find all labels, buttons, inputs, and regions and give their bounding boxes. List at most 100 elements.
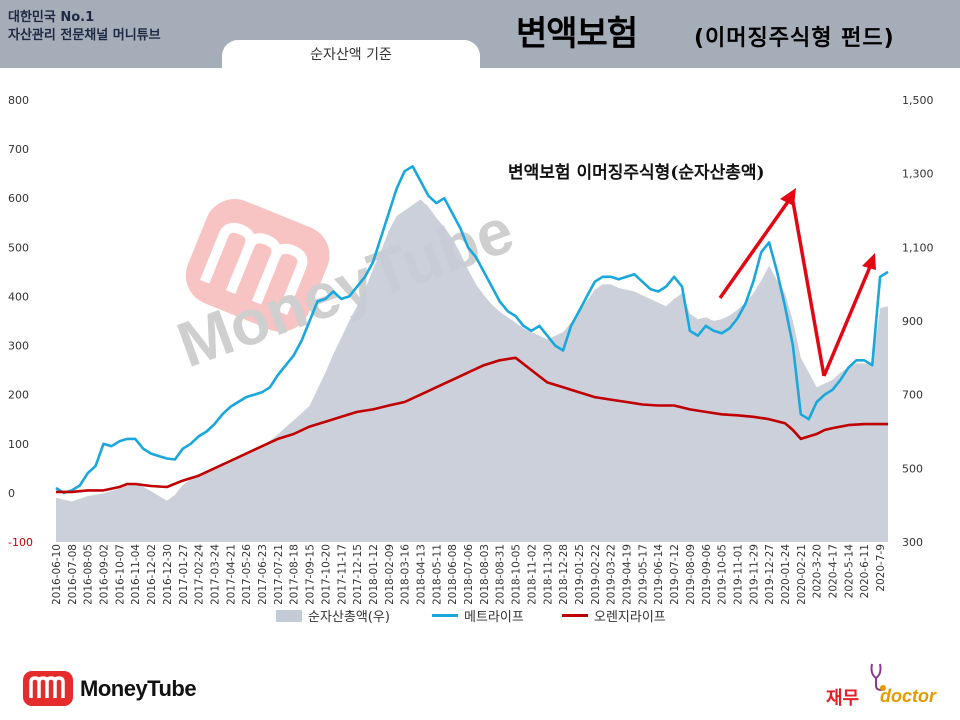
y-left-tick-label: 500 — [8, 241, 29, 254]
x-tick-label: 2020-4-17 — [828, 544, 840, 598]
x-tick-label: 2019-12-27 — [764, 544, 776, 604]
watermark-logo-mark — [200, 222, 308, 316]
legend-label-total: 순자산총액(우) — [308, 610, 390, 625]
y-left-tick-label: 100 — [8, 438, 29, 451]
x-tick-label: 2018-02-09 — [384, 544, 396, 604]
x-tick-label: 2019-09-06 — [701, 544, 713, 604]
x-tick-label: 2017-04-21 — [225, 544, 237, 604]
y-left-tick-label: 0 — [8, 487, 15, 500]
legend-item-orange: 오렌지라이프 — [562, 606, 666, 625]
x-tick-label: 2018-11-02 — [526, 544, 538, 604]
x-tick-label: 2019-08-09 — [685, 544, 697, 604]
x-tick-label: 2020-6-11 — [859, 544, 871, 598]
x-tick-label: 2019-10-05 — [717, 544, 729, 604]
x-tick-label: 2016-09-02 — [99, 544, 111, 604]
x-tick-label: 2018-03-16 — [400, 544, 412, 604]
x-tick-label: 2017-09-15 — [305, 544, 317, 604]
doctor-label: doctor — [880, 686, 936, 706]
x-tick-label: 2019-04-19 — [622, 544, 634, 604]
header-bar: 대한민국 No.1 자산관리 전문채널 머니튜브 변액보험 (이머징주식형 펀드… — [0, 0, 960, 68]
legend-swatch-total — [276, 609, 302, 622]
y-right-tick-label: 1,300 — [902, 168, 934, 181]
x-tick-label: 2016-11-04 — [130, 544, 142, 604]
x-tick-label: 2019-05-17 — [637, 544, 649, 604]
y-left-tick-label: -100 — [8, 536, 33, 549]
x-tick-label: 2018-01-12 — [368, 544, 380, 604]
y-left-tick-label: 300 — [8, 340, 29, 353]
x-tick-label: 2020-02-21 — [796, 544, 808, 604]
x-tick-label: 2019-03-22 — [606, 544, 618, 604]
watermark-logo-icon — [185, 199, 330, 332]
x-tick-label: 2018-11-30 — [542, 544, 554, 604]
x-tick-label: 2018-10-05 — [511, 544, 523, 604]
page-subtitle: (이머징주식형 펀드) — [694, 26, 895, 51]
series-line-orangelife — [56, 356, 888, 494]
chart-annotation: 변액보험 이머징주식형(순자산총액) — [508, 162, 765, 183]
stethoscope-icon — [870, 663, 886, 691]
x-tick-label: 2019-01-25 — [574, 544, 586, 604]
x-tick-label: 2020-01-24 — [780, 544, 792, 604]
trend-arrow-down — [790, 195, 826, 377]
trend-arrow-head-2 — [862, 253, 876, 270]
legend-label-orange: 오렌지라이프 — [594, 610, 666, 625]
x-tick-label: 2016-12-30 — [162, 544, 174, 604]
y-left-tick-label: 600 — [8, 192, 29, 205]
page-title: 변액보험 — [516, 14, 638, 54]
brand-line-2: 자산관리 전문채널 머니튜브 — [8, 28, 161, 43]
legend-label-metlife: 메트라이프 — [464, 610, 524, 625]
y-right-tick-label: 500 — [902, 462, 923, 475]
y-left-tick-label: 700 — [8, 143, 29, 156]
x-tick-label: 2020-5-14 — [843, 544, 855, 599]
x-tick-label: 2020-7-9 — [875, 544, 887, 592]
x-tick-label: 2016-07-08 — [67, 544, 79, 604]
brand-line-1: 대한민국 No.1 — [8, 10, 95, 25]
x-tick-label: 2018-07-06 — [463, 544, 475, 604]
jaemu-label: 재무 — [826, 688, 860, 709]
y-left-tick-label: 800 — [8, 94, 29, 107]
x-tick-label: 2017-12-15 — [352, 544, 364, 604]
watermark-logo-shape — [185, 199, 330, 332]
x-tick-label: 2016-10-07 — [114, 544, 126, 604]
x-tick-label: 2017-07-21 — [273, 544, 285, 604]
trend-arrow-up-1 — [718, 194, 794, 300]
y-right-tick-label: 700 — [902, 389, 923, 402]
x-tick-label: 2019-06-14 — [653, 544, 665, 604]
x-tick-label: 2017-05-26 — [241, 544, 253, 604]
x-tick-label: 2017-02-24 — [194, 544, 206, 604]
basis-tab[interactable]: 순자산액 기준 — [222, 40, 480, 72]
trend-arrow-up-2 — [822, 261, 874, 377]
footer-brand-name: MoneyTube — [80, 676, 197, 701]
x-tick-label: 2019-02-22 — [590, 544, 602, 604]
x-tick-label: 2018-08-03 — [479, 544, 491, 604]
x-tick-label: 2017-03-24 — [210, 544, 222, 604]
x-tick-label: 2017-01-27 — [178, 544, 190, 604]
x-tick-label: 2016-08-05 — [83, 544, 95, 604]
x-tick-label: 2017-08-18 — [289, 544, 301, 604]
y-right-tick-label: 1,500 — [902, 94, 934, 107]
legend-swatch-orange — [562, 614, 588, 617]
y-left-tick-label: 200 — [8, 389, 29, 402]
y-right-tick-label: 900 — [902, 315, 923, 328]
chart-area: MoneyTube-100010020030040050060070080030… — [8, 94, 934, 604]
x-tick-label: 2017-06-23 — [257, 544, 269, 604]
chart-legend: 순자산총액(우) 메트라이프 오렌지라이프 — [0, 606, 960, 628]
x-tick-label: 2019-11-01 — [732, 544, 744, 604]
x-tick-label: 2018-05-11 — [431, 544, 443, 604]
x-tick-label: 2016-12-02 — [146, 544, 158, 604]
legend-item-metlife: 메트라이프 — [432, 606, 524, 625]
y-right-tick-label: 1,100 — [902, 241, 934, 254]
x-tick-label: 2019-07-12 — [669, 544, 681, 604]
legend-swatch-metlife — [432, 614, 458, 617]
x-tick-label: 2018-12-28 — [558, 544, 570, 604]
legend-item-total: 순자산총액(우) — [276, 606, 390, 625]
x-tick-label: 2018-06-08 — [447, 544, 459, 604]
x-tick-label: 2017-11-17 — [336, 544, 348, 604]
x-tick-label: 2020-3-20 — [812, 544, 824, 598]
x-tick-label: 2016-06-10 — [51, 544, 63, 604]
x-tick-label: 2018-04-13 — [416, 544, 428, 604]
x-tick-label: 2018-08-31 — [495, 544, 507, 604]
x-tick-label: 2017-10-20 — [320, 544, 332, 604]
x-tick-label: 2019-11-29 — [748, 544, 760, 604]
y-right-tick-label: 300 — [902, 536, 923, 549]
y-left-tick-label: 400 — [8, 290, 29, 303]
